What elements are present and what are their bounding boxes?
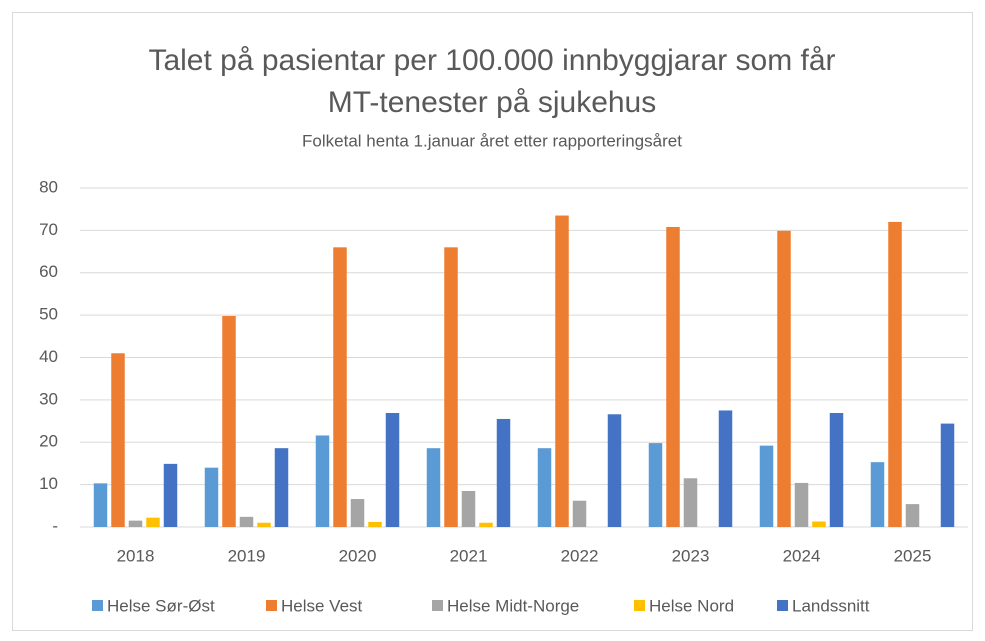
bar	[777, 230, 791, 527]
y-tick-label: 20	[39, 432, 58, 451]
bar	[163, 463, 178, 527]
bar	[572, 500, 587, 527]
x-tick-label: 2018	[117, 546, 155, 565]
bar	[905, 504, 920, 527]
legend-label: Helse Nord	[649, 596, 734, 615]
bar	[204, 467, 219, 527]
bar	[812, 521, 826, 527]
x-tick-label: 2022	[561, 546, 599, 565]
bar	[496, 418, 511, 527]
y-tick-label: 30	[39, 389, 58, 408]
y-tick-label: 10	[39, 474, 58, 493]
bar	[385, 413, 400, 527]
chart-title: Talet på pasientar per 100.000 innbyggja…	[148, 44, 836, 119]
legend-swatch	[92, 600, 103, 611]
legend-label: Helse Midt-Norge	[447, 596, 579, 615]
bar	[718, 410, 733, 527]
y-tick-label: 70	[39, 220, 58, 239]
bar	[607, 414, 622, 527]
x-tick-label: 2021	[450, 546, 488, 565]
legend-swatch	[634, 600, 645, 611]
legend-swatch	[432, 600, 443, 611]
y-tick-label: -	[52, 516, 58, 535]
legend-label: Helse Sør-Øst	[107, 596, 215, 615]
bar	[274, 448, 289, 527]
bar	[222, 315, 236, 527]
chart-subtitle: Folketal henta 1.januar året etter rappo…	[302, 131, 682, 150]
bar	[940, 423, 955, 527]
bar	[239, 516, 254, 527]
y-tick-label: 40	[39, 347, 58, 366]
y-tick-label: 50	[39, 305, 58, 324]
bar	[461, 490, 476, 527]
bar	[537, 448, 552, 527]
bar	[426, 448, 441, 527]
bar	[111, 353, 125, 527]
bar	[350, 499, 365, 527]
bar	[315, 435, 330, 527]
bar	[257, 522, 271, 527]
bar	[666, 226, 680, 528]
legend-swatch	[266, 600, 277, 611]
bar	[829, 413, 844, 527]
bar	[759, 445, 774, 527]
bar	[93, 483, 108, 527]
x-tick-label: 2023	[672, 546, 710, 565]
bar	[146, 517, 160, 527]
bar	[333, 247, 347, 527]
x-tick-label: 2025	[894, 546, 932, 565]
legend-label: Helse Vest	[281, 596, 363, 615]
x-tick-label: 2019	[228, 546, 266, 565]
bar	[128, 520, 143, 527]
y-tick-label: 80	[39, 177, 58, 196]
x-tick-label: 2020	[339, 546, 377, 565]
bar	[794, 482, 809, 527]
x-tick-label: 2024	[783, 546, 821, 565]
bar	[870, 462, 885, 527]
bar	[479, 522, 493, 527]
legend-swatch	[777, 600, 788, 611]
bar	[368, 521, 382, 527]
bar	[683, 478, 698, 527]
bar	[555, 215, 569, 527]
y-tick-label: 60	[39, 262, 58, 281]
bar	[444, 247, 458, 527]
legend-label: Landssnitt	[792, 596, 870, 615]
bar	[648, 443, 663, 527]
bar	[888, 221, 902, 527]
